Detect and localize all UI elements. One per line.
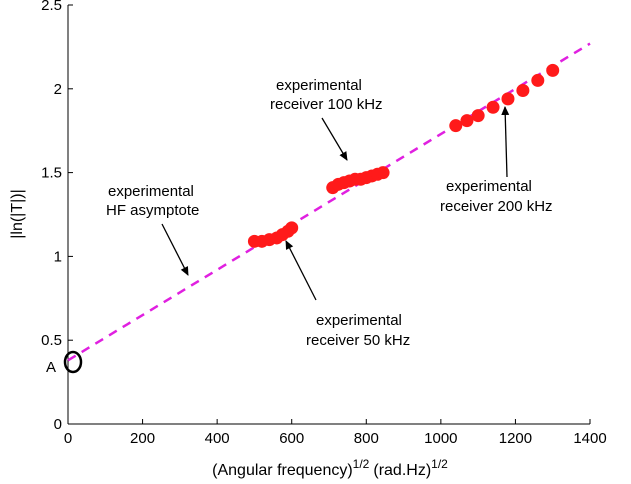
annotation-100khz-line2: receiver 100 kHz xyxy=(270,96,383,113)
data-point-series-3 xyxy=(460,114,474,128)
x-axis-label-text: (Angular frequency) xyxy=(212,462,353,479)
data-point-series-3 xyxy=(531,73,545,87)
annotation-asymptote-line1: experimental xyxy=(108,183,194,200)
data-points xyxy=(247,63,560,248)
annotation-100khz: experimental receiver 100 kHz xyxy=(270,77,383,161)
annotation-200khz: experimental receiver 200 kHz xyxy=(440,106,553,215)
x-tick-label: 400 xyxy=(205,430,230,447)
data-point-series-3 xyxy=(546,63,560,77)
data-point-series-3 xyxy=(471,109,485,123)
annotation-100khz-line1: experimental xyxy=(276,77,362,94)
annotation-50khz-arrow xyxy=(285,240,317,301)
data-point-series-3 xyxy=(516,83,530,97)
x-tick-label: 1200 xyxy=(499,430,532,447)
annotation-asymptote-line2: HF asymptote xyxy=(106,202,199,219)
marker-label-a: A xyxy=(46,359,56,376)
x-tick-label: 1000 xyxy=(424,430,457,447)
annotation-200khz-line2: receiver 200 kHz xyxy=(440,198,553,215)
y-tick-label: 0.5 xyxy=(41,332,62,349)
y-tick-label: 1.5 xyxy=(41,165,62,182)
x-tick-label: 800 xyxy=(354,430,379,447)
x-axis-label-unit-exp: 1/2 xyxy=(431,457,448,471)
annotation-50khz-line1: experimental xyxy=(316,312,402,329)
annotation-50khz: experimental receiver 50 kHz xyxy=(285,240,410,349)
data-point-series-1 xyxy=(285,221,299,235)
asymptote-line xyxy=(67,42,591,362)
x-axis-label: (Angular frequency)1/2 (rad.Hz)1/2 xyxy=(212,457,448,479)
x-axis-label-unit: (rad.Hz) xyxy=(373,462,431,479)
y-tick-label: 2.5 xyxy=(41,0,62,14)
annotation-200khz-arrow xyxy=(501,106,510,178)
x-tick-label: 1400 xyxy=(573,430,606,447)
y-axis-label: |ln(|T|)| xyxy=(9,189,26,239)
annotation-200khz-line1: experimental xyxy=(446,178,532,195)
x-tick-label: 0 xyxy=(64,430,72,447)
x-axis-label-exp: 1/2 xyxy=(353,457,370,471)
x-tick-label: 200 xyxy=(130,430,155,447)
data-point-series-3 xyxy=(449,119,463,133)
y-tick-label: 0 xyxy=(54,416,62,433)
y-tick-label: 2 xyxy=(54,81,62,98)
y-tick-label: 1 xyxy=(54,248,62,265)
annotation-50khz-line2: receiver 50 kHz xyxy=(306,332,410,349)
marker-point-a xyxy=(63,350,83,374)
annotation-asymptote: experimental HF asymptote xyxy=(106,183,199,276)
x-ticks: 0 200 400 600 800 1000 1200 1400 xyxy=(64,419,607,447)
plot-area: 0 200 400 600 800 1000 1200 1400 0 0.5 1 1.5 2 2.5 A… xyxy=(9,0,607,479)
annotation-100khz-arrow xyxy=(321,117,348,161)
annotation-asymptote-arrow xyxy=(161,223,189,276)
data-point-series-2 xyxy=(376,166,390,180)
data-point-series-3 xyxy=(486,100,500,114)
data-point-series-3 xyxy=(501,92,515,106)
y-ticks: 0 0.5 1 1.5 2 2.5 xyxy=(41,0,73,433)
x-tick-label: 600 xyxy=(279,430,304,447)
